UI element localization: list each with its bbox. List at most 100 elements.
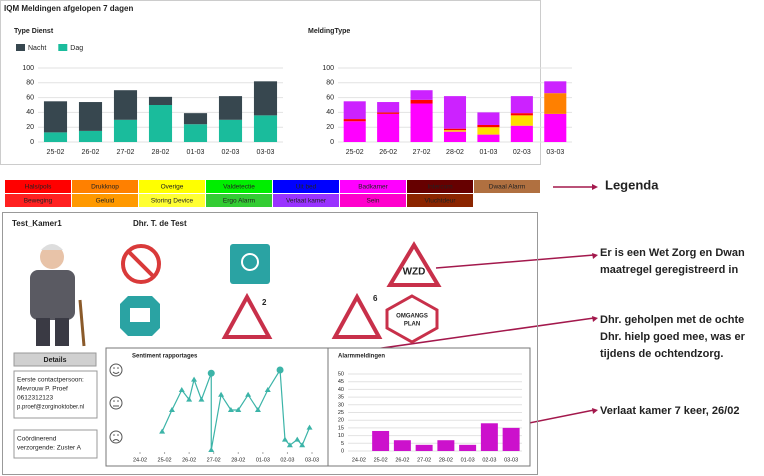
bar-segment: Verlaat kamer — [510, 96, 533, 114]
room-panel — [2, 212, 538, 475]
point — [208, 447, 215, 452]
bar-segment: Badkamer — [477, 134, 500, 142]
annotation: Er is een Wet Zorg en Dwan — [600, 247, 745, 259]
chart-title: Alarmmeldingen — [338, 354, 385, 360]
legend-swatch — [72, 194, 138, 207]
details-button[interactable] — [13, 352, 97, 367]
x-tick-label: 02-03 — [222, 149, 240, 156]
room-name: Test_Kamer1 — [12, 219, 62, 228]
legend-label: Storing Device — [151, 198, 194, 205]
bar-segment: Hals/pols — [377, 112, 400, 114]
x-tick-label: 27-02 — [417, 457, 431, 463]
legend-caption: Legenda — [605, 177, 659, 192]
legend-label: Hals/pols — [25, 184, 52, 191]
bar-segment: Badkamer — [377, 113, 400, 142]
annotation: maatregel geregistreerd in — [600, 264, 738, 276]
y-tick-label: 30 — [338, 402, 344, 408]
icon-label: 2 — [262, 298, 267, 307]
legend-swatch — [206, 194, 272, 207]
legend-swatch — [273, 194, 339, 207]
contact-line: p.proef@zorginoktober.nl — [17, 405, 84, 411]
bar-segment: Verlaat kamer — [477, 112, 500, 125]
point — [299, 442, 306, 448]
legend-swatch — [407, 194, 473, 207]
x-tick-label: 01-03 — [187, 149, 205, 156]
client-photo — [30, 244, 86, 347]
legend-swatch — [340, 180, 406, 193]
bar — [480, 423, 498, 451]
bar-segment: Overige — [510, 115, 533, 126]
legend-swatch — [5, 180, 71, 193]
bar-segment: Dag — [253, 115, 278, 142]
legend-swatch — [273, 180, 339, 193]
point — [254, 407, 261, 412]
point — [198, 396, 205, 402]
point — [276, 366, 284, 374]
bar-segment: Verlaat kamer — [343, 101, 366, 120]
x-tick-label: 02-03 — [280, 457, 294, 463]
bar-segment: Hals/pols — [343, 119, 366, 122]
bar-segment: Badkamer — [510, 125, 533, 142]
y-tick-label: 100 — [22, 65, 34, 72]
bar-segment: Hals/pols — [443, 128, 467, 131]
y-tick-label: 20 — [26, 124, 34, 131]
point — [245, 391, 252, 397]
legend-swatch — [5, 194, 71, 207]
x-tick-label: 02-03 — [482, 457, 496, 463]
y-tick-label: 0 — [330, 139, 334, 146]
bar-segment: Dag — [78, 130, 103, 142]
bar-segment: Nacht — [78, 102, 103, 131]
x-tick-label: 03-03 — [305, 457, 319, 463]
annotation: Dhr. hielp goed mee, was er — [600, 331, 746, 343]
icons — [120, 241, 442, 344]
legend-swatch — [58, 44, 68, 51]
bar-segment: Verlaat kamer — [410, 90, 433, 100]
y-tick-label: 45 — [338, 379, 344, 385]
x-tick-label: 01-03 — [479, 149, 497, 156]
bar-segment: Badkamer — [343, 121, 366, 142]
legend-label: Verlaat kamer — [286, 198, 327, 205]
legend-swatch — [474, 180, 540, 193]
y-tick-label: 50 — [338, 371, 344, 377]
point — [281, 436, 288, 442]
x-tick-label: 26-02 — [379, 149, 397, 156]
legend-swatch — [340, 194, 406, 207]
y-tick-label: 20 — [326, 124, 334, 131]
y-tick-label: 80 — [326, 80, 334, 87]
bar-segment: Drukknop — [544, 93, 567, 114]
coordinator-line: Coördinerend — [17, 436, 57, 443]
legend-swatch — [139, 194, 205, 207]
bar-segment: Verlaat kamer — [443, 96, 467, 129]
page-title: IQM Meldingen afgelopen 7 dagen — [4, 4, 133, 13]
bar-segment: Verlaat kamer — [377, 102, 400, 113]
bar — [372, 430, 390, 451]
bar-segment: Nacht — [113, 90, 138, 120]
x-tick-label: 25-02 — [346, 149, 364, 156]
details-label[interactable]: Details — [44, 357, 67, 364]
point — [306, 424, 313, 430]
y-tick-label: 35 — [338, 395, 344, 401]
y-tick-label: 100 — [322, 65, 334, 72]
point — [294, 436, 301, 442]
bar — [415, 444, 433, 451]
x-tick-label: 27-02 — [207, 457, 221, 463]
x-tick-label: 26-02 — [182, 457, 196, 463]
x-tick-label: 28-02 — [152, 149, 170, 156]
bar-segment: Hals/pols — [477, 124, 500, 128]
bar-segment: Dag — [113, 119, 138, 142]
x-tick-label: 25-02 — [47, 149, 65, 156]
bar-segment: Dag — [43, 132, 68, 142]
icon-label: 6 — [373, 294, 378, 303]
x-tick-label: 28-02 — [439, 457, 453, 463]
bar-segment: Dag — [218, 119, 243, 142]
annotation: Verlaat kamer 7 keer, 26/02 — [600, 405, 739, 417]
y-tick-label: 60 — [326, 94, 334, 101]
point — [168, 407, 175, 412]
y-tick-label: 40 — [26, 109, 34, 116]
bar-segment: Badkamer — [544, 113, 567, 142]
legend-label: Sein — [366, 198, 379, 205]
x-tick-label: 26-02 — [395, 457, 409, 463]
y-tick-label: 60 — [26, 94, 34, 101]
point — [207, 369, 215, 377]
bar-segment: Hals/pols — [510, 113, 533, 116]
